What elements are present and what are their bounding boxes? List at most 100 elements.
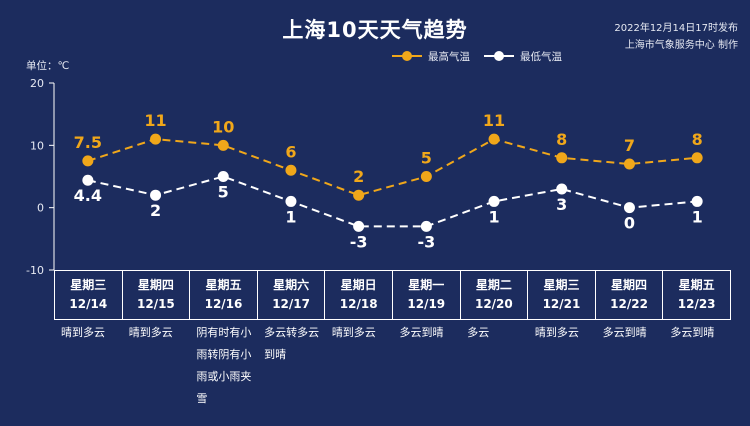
day-cell: 星期一 12/19 [391, 271, 460, 319]
high-temp-point [150, 133, 162, 145]
legend-low-marker [484, 51, 514, 61]
weather-condition: 晴到多云 [61, 326, 105, 339]
low-temp-label: 0 [624, 214, 635, 233]
weekday-label: 星期六 [273, 278, 310, 292]
high-temp-point [82, 155, 94, 167]
low-temp-point [420, 220, 432, 232]
legend-high-marker [392, 51, 422, 61]
high-temp-point [691, 152, 703, 164]
high-temp-point [217, 139, 229, 151]
high-temp-point [488, 133, 500, 145]
date-label: 12/16 [204, 297, 243, 311]
high-temp-label: 11 [483, 111, 505, 130]
low-temp-label: -3 [350, 232, 368, 251]
weekday-label: 星期日 [340, 278, 377, 292]
low-temp-point [488, 195, 500, 207]
publisher: 上海市气象服务中心 制作 [624, 40, 738, 51]
high-temp-line [87, 138, 698, 197]
weekday-label: 星期三 [543, 278, 580, 292]
weekday-label: 星期四 [611, 278, 648, 292]
high-temp-label: 10 [212, 117, 234, 136]
low-temp-label: 1 [285, 207, 296, 226]
day-cell: 星期五 12/16 [189, 271, 257, 319]
high-temp-label: 7 [624, 136, 635, 155]
weekday-label: 星期一 [408, 278, 445, 292]
date-label: 12/23 [677, 297, 716, 311]
legend-low-label: 最低气温 [520, 50, 562, 63]
day-cell: 星期三 12/21 [527, 271, 595, 319]
low-temp-line [87, 175, 698, 228]
day-cell: 星期日 12/18 [324, 271, 392, 319]
unit-label: 单位：℃ [26, 60, 70, 72]
weekday-label: 星期五 [205, 278, 242, 292]
y-tick-label: -10 [26, 264, 44, 277]
high-temp-label: 6 [285, 142, 296, 161]
low-temp-label: 2 [150, 201, 161, 220]
weather-condition: 多云到晴 [399, 326, 444, 339]
publish-time: 2022年12月14日17时发布 [614, 23, 738, 34]
low-temp-label: 4.4 [74, 186, 102, 205]
weather-condition: 晴到多云 [331, 326, 376, 339]
high-temp-point [556, 152, 568, 164]
low-temp-label: -3 [417, 232, 435, 251]
legend-high-label: 最高气温 [428, 50, 470, 63]
legend: 最高气温 最低气温 [392, 47, 576, 65]
high-temp-label: 7.5 [74, 133, 102, 152]
legend-item-high: 最高气温 [392, 49, 470, 64]
low-temp-point [285, 195, 297, 207]
date-label: 12/21 [542, 297, 581, 311]
low-temp-point [150, 189, 162, 201]
low-temp-label: 1 [488, 207, 499, 226]
high-temp-point [285, 164, 297, 176]
weather-condition: 多云 [467, 326, 490, 339]
low-temp-point [217, 171, 229, 182]
high-temp-label: 5 [421, 149, 432, 168]
high-temp-label: 8 [556, 130, 567, 149]
date-label: 12/15 [137, 297, 175, 311]
weather-condition: 晴到多云 [128, 326, 173, 339]
day-cell: 星期五 12/23 [662, 271, 730, 319]
date-label: 12/14 [69, 297, 108, 311]
low-temp-label: 1 [692, 207, 703, 226]
low-temp-point [691, 195, 703, 207]
chart-title: 上海10天天气趋势 [282, 18, 468, 42]
high-temp-label: 2 [353, 167, 364, 186]
low-temp-point [82, 174, 94, 186]
weather-condition: 多云到晴 [670, 326, 715, 339]
date-label: 12/22 [610, 297, 648, 311]
y-tick-label: 0 [37, 202, 44, 215]
weekday-label: 星期二 [475, 278, 512, 292]
weather-condition: 多云转多云到晴 [264, 326, 320, 361]
weekday-label: 星期四 [137, 278, 174, 292]
date-label: 12/20 [474, 297, 513, 311]
condition-row: 晴到多云 晴到多云 阴有时有小雨转阴有小雨或小雨夹雪 多云转多云到晴 晴到多云 多云到晴多… [54, 322, 731, 410]
low-temp-label: 3 [556, 195, 567, 214]
day-table: 星期三 12/14 星期四 12/15 星期五 12/16 星期六 12/17 星期日 12/18… [54, 270, 731, 320]
legend-item-low: 最低气温 [484, 49, 562, 64]
high-temp-label: 11 [144, 111, 166, 130]
date-label: 12/19 [407, 297, 446, 311]
day-cell: 星期六 12/17 [256, 271, 325, 319]
high-temp-point [420, 171, 432, 182]
weather-condition: 阴有时有小雨转阴有小雨或小雨夹雪 [196, 326, 252, 405]
high-temp-label: 8 [692, 130, 703, 149]
low-temp-point [353, 220, 365, 232]
low-temp-label: 5 [218, 183, 229, 202]
y-tick-label: 10 [30, 139, 44, 152]
low-temp-point [623, 202, 635, 214]
weekday-label: 星期三 [70, 278, 107, 292]
low-temp-point [556, 183, 568, 195]
date-label: 12/18 [339, 297, 378, 311]
day-cell: 星期四 12/15 [121, 271, 190, 319]
high-temp-point [623, 158, 635, 170]
date-label: 12/17 [272, 297, 310, 311]
day-cell: 星期三 12/14 [55, 271, 122, 319]
weekday-label: 星期五 [678, 278, 715, 292]
weather-condition: 晴到多云 [534, 326, 579, 339]
y-tick-label: 20 [30, 77, 44, 90]
day-cell: 星期四 12/22 [594, 271, 663, 319]
day-cell: 星期二 12/20 [459, 271, 528, 319]
weather-condition: 多云到晴 [602, 326, 647, 339]
high-temp-point [353, 189, 365, 201]
